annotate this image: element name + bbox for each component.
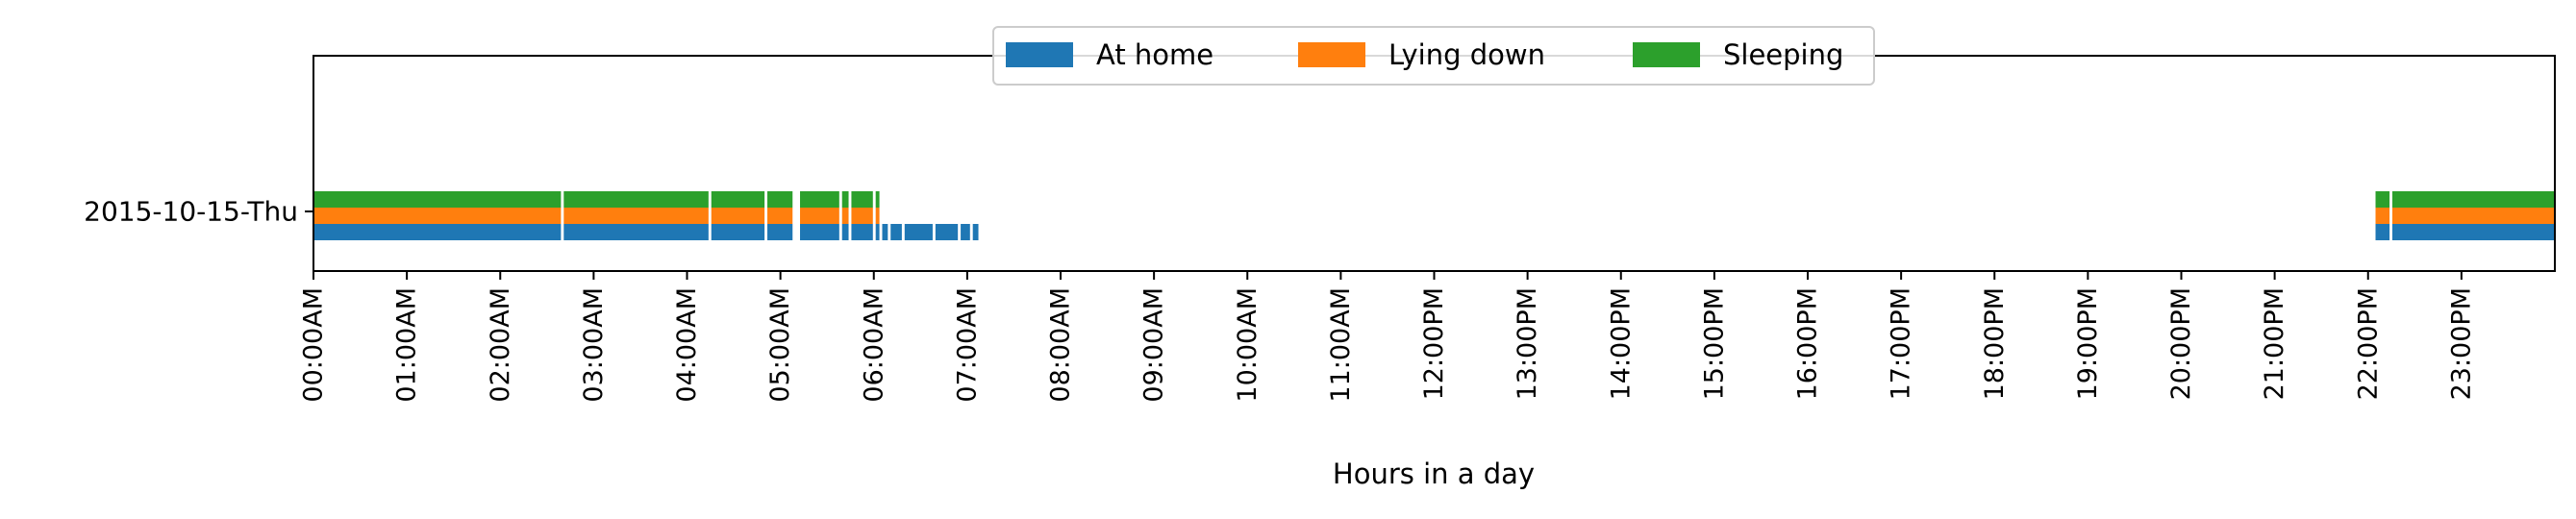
bar-segment-lying-down-5 [841,208,849,224]
bar-segment-at-home-7 [875,224,880,240]
bar-segment-sleeping-6 [851,191,873,208]
x-tick-label: 20:00PM [2166,287,2196,400]
x-tick-label: 17:00PM [1887,287,1916,400]
legend-label-lying-down: Lying down [1388,38,1545,71]
legend-label-at-home: At home [1096,38,1213,71]
legend-swatch-lying-down [1298,42,1365,67]
y-tick-label: 2015-10-15-Thu [84,196,298,228]
bar-segment-at-home-11 [935,224,959,240]
x-tick-label: 16:00PM [1793,287,1823,400]
x-tick-label: 04:00AM [672,287,702,403]
legend-swatch-at-home [1006,42,1073,67]
bar-segment-at-home-12 [961,224,970,240]
legend-swatch-sleeping [1633,42,1700,67]
x-axis-title: Hours in a day [1333,457,1535,490]
bar-segment-lying-down-6 [851,208,873,224]
bar-segment-at-home-14 [2375,224,2390,240]
bar-segment-at-home-9 [890,224,902,240]
bar-segment-at-home-1 [563,224,709,240]
bar-segment-at-home-2 [711,224,765,240]
x-tick-label: 19:00PM [2073,287,2103,400]
bar-segment-at-home-5 [841,224,849,240]
bar-segment-at-home-13 [972,224,979,240]
bar-segment-at-home-3 [767,224,793,240]
x-tick-label: 10:00AM [1233,287,1263,403]
bar-segment-sleeping-1 [563,191,709,208]
x-tick-label: 00:00AM [299,287,329,403]
legend: At home Lying down Sleeping [992,26,1875,86]
bar-segment-sleeping-5 [841,191,849,208]
x-tick-label: 01:00AM [392,287,422,403]
bar-segment-lying-down-1 [563,208,709,224]
x-tick-label: 11:00AM [1326,287,1356,403]
x-tick-label: 18:00PM [1980,287,2010,400]
x-tick-label: 07:00AM [952,287,982,403]
activity-bars [313,191,2555,240]
x-tick-label: 05:00AM [765,287,795,403]
bar-segment-at-home-8 [882,224,888,240]
bar-segment-lying-down-9 [2392,208,2555,224]
bar-segment-sleeping-3 [767,191,793,208]
x-tick-label: 09:00AM [1139,287,1169,403]
x-tick-label: 03:00AM [579,287,609,403]
x-tick-label: 02:00AM [486,287,515,403]
bar-segment-lying-down-7 [875,208,880,224]
x-tick-label: 15:00PM [1699,287,1729,400]
x-tick-label: 08:00AM [1046,287,1076,403]
bar-segment-sleeping-8 [2375,191,2390,208]
bar-segment-lying-down-0 [313,208,562,224]
bar-segment-lying-down-2 [711,208,765,224]
legend-box [992,26,1875,86]
x-tick-label: 06:00AM [859,287,888,403]
bar-segment-sleeping-4 [800,191,839,208]
x-axis-ticks: 00:00AM 01:00AM 02:00AM 03:00AM 04:00AM 05:00… [299,271,2476,403]
bar-segment-sleeping-9 [2392,191,2555,208]
x-tick-label: 13:00PM [1513,287,1542,400]
bar-segment-at-home-0 [313,224,562,240]
x-tick-label: 23:00PM [2446,287,2476,400]
bar-segment-sleeping-0 [313,191,562,208]
bar-segment-at-home-10 [904,224,933,240]
x-tick-label: 22:00PM [2353,287,2383,400]
bar-segment-at-home-6 [851,224,873,240]
bar-segment-lying-down-3 [767,208,793,224]
bar-segment-lying-down-8 [2375,208,2390,224]
bar-segment-at-home-15 [2392,224,2555,240]
bar-segment-sleeping-2 [711,191,765,208]
bar-segment-at-home-4 [800,224,839,240]
x-tick-label: 21:00PM [2260,287,2289,400]
bar-segment-lying-down-4 [800,208,839,224]
x-tick-label: 14:00PM [1606,287,1636,400]
bar-segment-sleeping-7 [875,191,880,208]
x-tick-label: 12:00PM [1419,287,1449,400]
y-axis: 2015-10-15-Thu [84,196,313,228]
legend-label-sleeping: Sleeping [1723,38,1843,71]
